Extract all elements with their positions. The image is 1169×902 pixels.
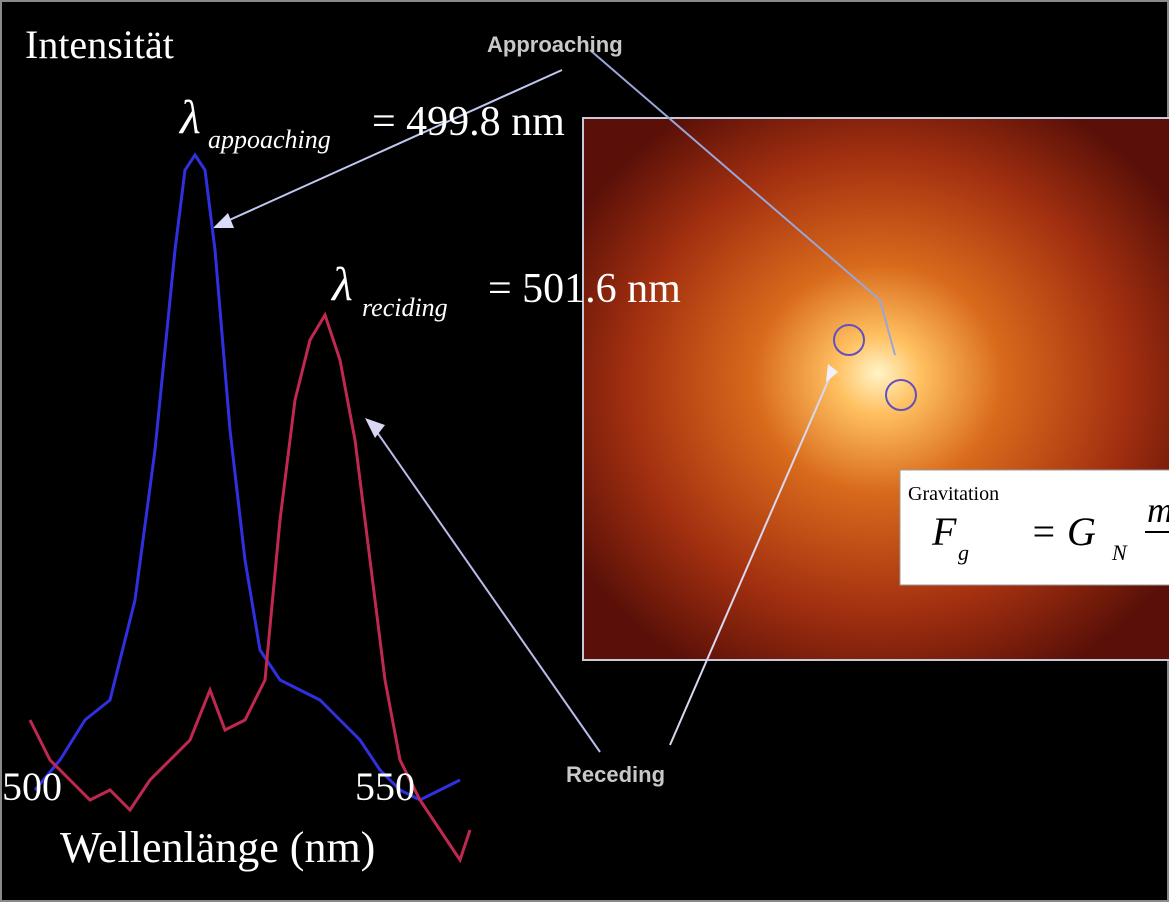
formula-term: = G: [1030, 509, 1096, 554]
equation: = 499.8 nm: [372, 99, 565, 145]
image-label: Approaching: [487, 32, 623, 57]
lambda: λ: [178, 91, 201, 144]
formula-subscript: N: [1111, 540, 1128, 565]
formula-term: m: [1147, 490, 1169, 530]
image-label: Receding: [566, 762, 665, 787]
equation: = 501.6 nm: [488, 266, 681, 312]
x-label: Wellenlänge (nm): [60, 823, 375, 872]
subscript: appoaching: [208, 125, 331, 154]
formula-caption: Gravitation: [908, 483, 999, 505]
formula-subscript: g: [958, 540, 969, 565]
subscript: reciding: [362, 293, 448, 322]
lambda: λ: [330, 258, 353, 311]
y-label: Intensität: [25, 22, 174, 67]
x-tick-label: 550: [355, 764, 415, 809]
formula-term: F: [931, 509, 957, 554]
x-tick-label: 500: [2, 764, 62, 809]
slide: Intensität Approaching Receding λ appoac…: [0, 0, 1169, 902]
